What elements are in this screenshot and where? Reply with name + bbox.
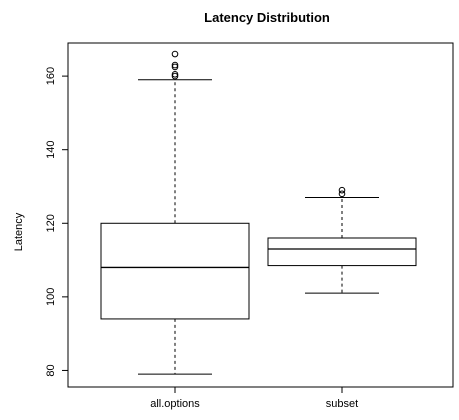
outlier-point — [338, 186, 346, 194]
y-axis: 80 100 120 140 160 — [45, 67, 68, 377]
y-tick-label: 140 — [45, 141, 57, 159]
y-tick-label: 80 — [45, 364, 57, 376]
outlier-point — [171, 63, 179, 71]
box-subset — [267, 186, 417, 294]
y-tick-label: 120 — [45, 214, 57, 232]
boxes — [100, 50, 417, 375]
y-tick-label: 100 — [45, 288, 57, 306]
iqr-box — [100, 222, 250, 320]
y-axis-label: Latency — [13, 212, 25, 251]
x-axis: all.options subset — [150, 387, 358, 410]
y-tick-label: 160 — [45, 67, 57, 85]
outlier-point — [171, 70, 179, 78]
plot-frame — [67, 42, 454, 388]
outlier-point — [171, 61, 179, 69]
iqr-box — [267, 237, 417, 267]
x-tick-label: all.options — [150, 398, 200, 410]
outlier-point — [171, 50, 179, 58]
box-all-options — [100, 50, 250, 375]
x-tick-label: subset — [326, 398, 358, 410]
chart-title: Latency Distribution — [204, 10, 330, 25]
outlier-point — [171, 72, 179, 80]
outlier-point — [338, 190, 346, 198]
